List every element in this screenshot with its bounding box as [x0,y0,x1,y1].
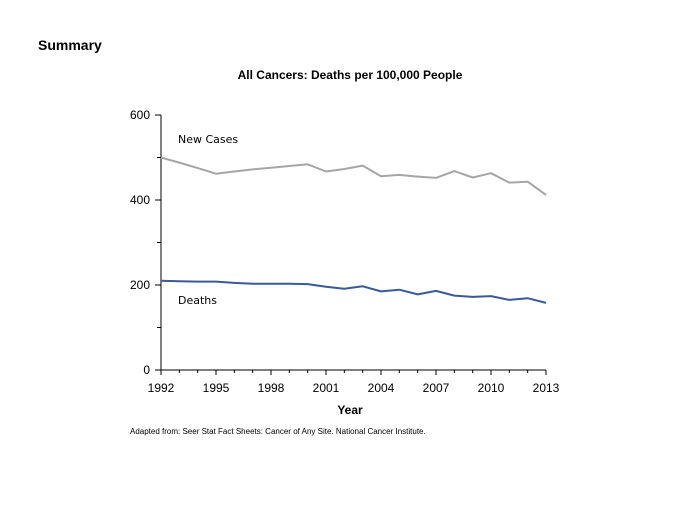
y-tick-label: 200 [130,278,150,292]
y-tick-label: 600 [130,108,150,122]
x-tick-label: 1992 [148,381,175,395]
series-lines [160,156,547,304]
x-tick-label: 2013 [533,381,560,395]
x-tick-label: 1998 [258,381,285,395]
series-label-deaths: Deaths [178,294,217,307]
series-line-deaths [160,279,547,304]
x-tick-label: 2007 [423,381,450,395]
y-tick-label: 400 [130,193,150,207]
x-axis-title: Year [337,403,363,417]
x-tick-label: 2001 [313,381,340,395]
series-line-new-cases [160,156,547,196]
y-tick-label: 0 [143,363,150,377]
chart-title-text: All Cancers: Deaths per 100,000 People [237,68,463,82]
axes [160,115,546,371]
x-ticks: 1992 1995 1998 2001 2004 2007 2010 2013 [148,370,560,395]
source-note: Adapted from: Seer Stat Fact Sheets: Can… [130,427,426,436]
x-tick-label: 2010 [478,381,505,395]
x-tick-label: 2004 [368,381,395,395]
page-heading: Summary [38,37,102,53]
x-tick-label: 1995 [203,381,230,395]
y-ticks: 0 200 400 600 [130,108,161,377]
series-label-new-cases: New Cases [178,133,238,146]
chart-title: All Cancers: Deaths per 100,000 People [0,68,700,82]
